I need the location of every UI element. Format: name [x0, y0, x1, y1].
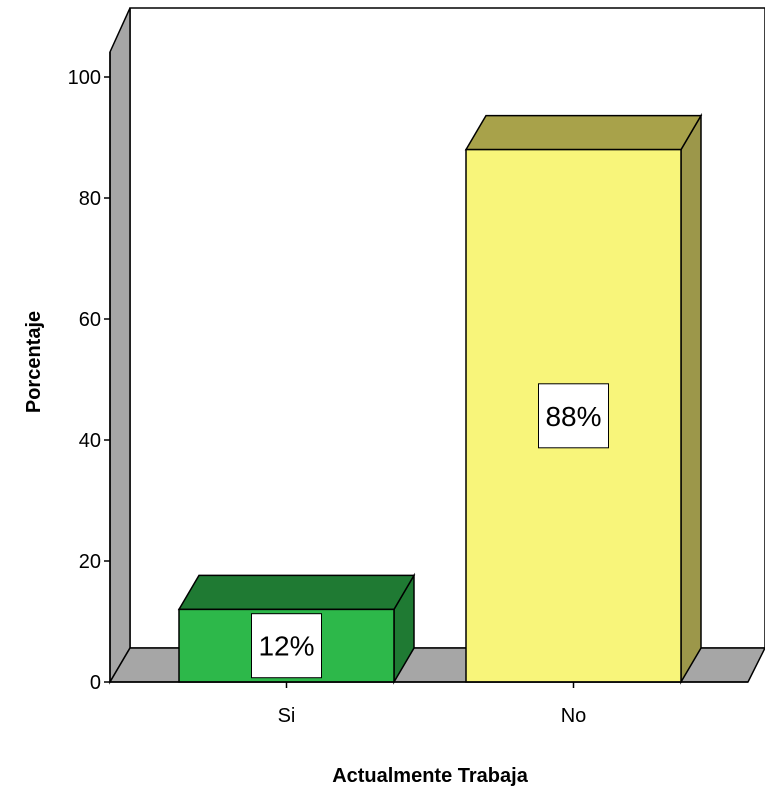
y-tick-label: 0	[90, 672, 101, 694]
y-tick-label: 40	[79, 430, 101, 452]
data-labels: 12% 88%	[251, 383, 609, 679]
x-tick-label: No	[561, 705, 587, 727]
y-tick-label: 60	[79, 309, 101, 331]
side-wall	[109, 7, 131, 685]
x-tick-label: Si	[278, 705, 296, 727]
y-tick-label: 20	[79, 551, 101, 573]
bar-top	[464, 114, 703, 151]
x-axis: Si No	[110, 681, 748, 727]
y-tick-label: 80	[79, 188, 101, 210]
x-axis-title: Actualmente Trabaja	[332, 765, 529, 787]
data-label-box	[251, 613, 322, 679]
data-label: 88%	[545, 401, 601, 432]
y-axis-title: Porcentaje	[23, 311, 45, 413]
y-axis: 0 20 40 60 80 100	[68, 52, 111, 694]
data-label: 12%	[258, 631, 314, 662]
y-tick-label: 100	[68, 67, 101, 89]
bar-side	[680, 112, 702, 685]
bar-top	[177, 574, 416, 611]
data-label-box	[538, 383, 609, 449]
